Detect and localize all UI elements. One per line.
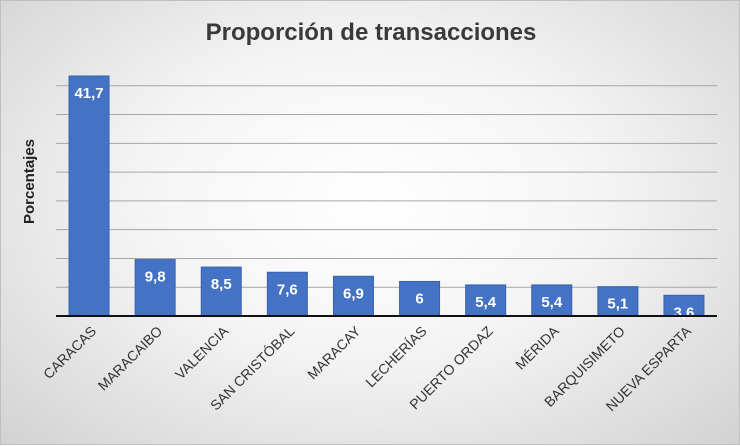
x-tick-label: LECHERÍAS [362,323,429,390]
x-tick-label: CARACAS [40,323,99,382]
gridlines [56,85,717,288]
x-tick-label: MARACAY [304,322,364,382]
bar [332,275,374,317]
bar [266,271,308,317]
data-label: 5,4 [475,294,497,311]
x-tick-label: MÉRIDA [512,322,562,372]
data-label: 41,7 [74,85,103,102]
chart-title: Proporción de transacciones [205,19,537,46]
bar [465,284,507,317]
bar [531,284,573,317]
bar [399,280,441,317]
data-label: 5,4 [541,294,563,311]
data-label: 7,6 [277,281,298,298]
data-label: 3,6 [674,304,695,321]
x-tick-label: VALENCIA [172,322,232,382]
bar [200,266,242,317]
data-label: 6,9 [343,285,364,302]
data-label: 8,5 [211,276,232,293]
bar [134,259,176,317]
data-label: 5,1 [607,296,628,313]
x-tick-label: MARACAIBO [95,323,166,394]
data-label: 9,8 [145,269,166,286]
data-label: 6 [415,290,423,307]
bar [68,75,110,317]
bar [597,286,639,317]
